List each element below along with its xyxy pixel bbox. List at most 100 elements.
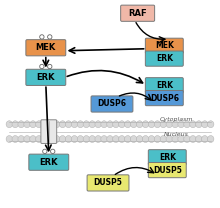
Text: ERK: ERK <box>40 158 58 167</box>
Ellipse shape <box>53 121 60 128</box>
Ellipse shape <box>125 121 131 128</box>
Text: DUSP5: DUSP5 <box>153 166 182 175</box>
Ellipse shape <box>89 136 95 142</box>
Ellipse shape <box>148 121 155 128</box>
FancyBboxPatch shape <box>121 5 155 21</box>
Ellipse shape <box>119 136 125 142</box>
Text: MEK: MEK <box>155 41 174 50</box>
Circle shape <box>40 64 44 69</box>
FancyBboxPatch shape <box>145 90 183 106</box>
Ellipse shape <box>154 121 161 128</box>
Ellipse shape <box>136 136 143 142</box>
Ellipse shape <box>53 136 60 142</box>
FancyBboxPatch shape <box>29 154 69 170</box>
Ellipse shape <box>18 136 24 142</box>
Text: ERK: ERK <box>37 73 55 82</box>
Ellipse shape <box>166 136 172 142</box>
Ellipse shape <box>207 121 214 128</box>
Ellipse shape <box>190 121 196 128</box>
FancyBboxPatch shape <box>145 38 183 53</box>
Circle shape <box>48 35 52 39</box>
Ellipse shape <box>136 121 143 128</box>
Ellipse shape <box>24 136 30 142</box>
Ellipse shape <box>36 121 42 128</box>
Ellipse shape <box>166 121 172 128</box>
Ellipse shape <box>42 121 48 128</box>
Ellipse shape <box>83 136 90 142</box>
Ellipse shape <box>160 136 167 142</box>
Circle shape <box>48 64 52 69</box>
Ellipse shape <box>59 121 66 128</box>
Ellipse shape <box>101 121 107 128</box>
Text: ERK: ERK <box>159 153 176 162</box>
Ellipse shape <box>113 136 119 142</box>
FancyBboxPatch shape <box>145 78 183 93</box>
Ellipse shape <box>71 136 78 142</box>
Text: Nucleus: Nucleus <box>164 132 189 137</box>
Ellipse shape <box>172 136 178 142</box>
Ellipse shape <box>48 136 54 142</box>
Text: ERK: ERK <box>156 81 173 90</box>
Ellipse shape <box>89 121 95 128</box>
Ellipse shape <box>107 136 113 142</box>
FancyBboxPatch shape <box>87 175 129 191</box>
FancyBboxPatch shape <box>91 96 133 112</box>
Ellipse shape <box>190 136 196 142</box>
Ellipse shape <box>107 121 113 128</box>
Ellipse shape <box>184 136 190 142</box>
Circle shape <box>43 149 47 154</box>
Ellipse shape <box>48 121 54 128</box>
Ellipse shape <box>59 136 66 142</box>
Circle shape <box>40 35 44 39</box>
Ellipse shape <box>6 136 13 142</box>
Ellipse shape <box>12 136 18 142</box>
Text: DUSP5: DUSP5 <box>94 178 123 187</box>
Ellipse shape <box>113 121 119 128</box>
Ellipse shape <box>125 136 131 142</box>
FancyBboxPatch shape <box>148 162 186 178</box>
Ellipse shape <box>160 121 167 128</box>
FancyBboxPatch shape <box>26 40 66 56</box>
Ellipse shape <box>18 121 24 128</box>
Text: Cytoplasm: Cytoplasm <box>160 117 193 122</box>
Ellipse shape <box>6 121 13 128</box>
Ellipse shape <box>36 136 42 142</box>
Ellipse shape <box>130 121 137 128</box>
Ellipse shape <box>42 136 48 142</box>
Text: DUSP6: DUSP6 <box>150 94 179 103</box>
Text: DUSP6: DUSP6 <box>97 99 126 109</box>
FancyBboxPatch shape <box>145 51 183 66</box>
Ellipse shape <box>119 121 125 128</box>
Ellipse shape <box>202 121 208 128</box>
Ellipse shape <box>142 136 149 142</box>
Ellipse shape <box>77 136 84 142</box>
Ellipse shape <box>71 121 78 128</box>
Ellipse shape <box>65 121 72 128</box>
Ellipse shape <box>24 121 30 128</box>
Ellipse shape <box>178 136 184 142</box>
Text: MEK: MEK <box>36 43 56 52</box>
FancyBboxPatch shape <box>148 150 186 165</box>
Ellipse shape <box>142 121 149 128</box>
Ellipse shape <box>178 121 184 128</box>
Ellipse shape <box>196 121 202 128</box>
Ellipse shape <box>95 121 101 128</box>
Ellipse shape <box>184 121 190 128</box>
FancyBboxPatch shape <box>41 120 57 144</box>
Ellipse shape <box>65 136 72 142</box>
Text: RAF: RAF <box>128 9 147 18</box>
Text: ERK: ERK <box>156 54 173 63</box>
Ellipse shape <box>30 136 36 142</box>
Ellipse shape <box>12 121 18 128</box>
Ellipse shape <box>207 136 214 142</box>
Ellipse shape <box>95 136 101 142</box>
Ellipse shape <box>202 136 208 142</box>
FancyBboxPatch shape <box>26 69 66 85</box>
Ellipse shape <box>172 121 178 128</box>
Circle shape <box>51 149 55 154</box>
Ellipse shape <box>154 136 161 142</box>
Ellipse shape <box>148 136 155 142</box>
Ellipse shape <box>83 121 90 128</box>
Ellipse shape <box>101 136 107 142</box>
Ellipse shape <box>30 121 36 128</box>
